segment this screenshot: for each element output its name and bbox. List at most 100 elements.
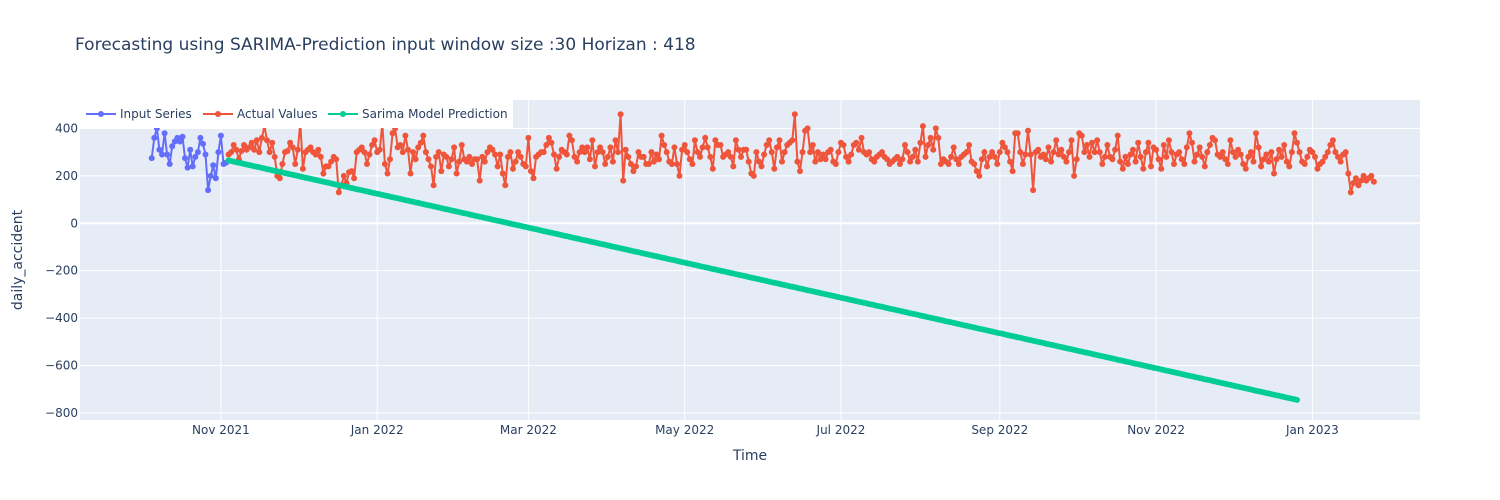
data-point [1089,139,1095,146]
data-point [1360,172,1367,179]
data-point [1337,158,1344,165]
data-point [902,142,908,148]
data-point [328,158,335,165]
data-point [315,146,322,153]
data-point [1329,137,1336,144]
data-point [1063,158,1070,165]
data-point [1078,132,1085,139]
data-point [484,149,491,156]
data-point [312,151,319,158]
data-point [1222,156,1229,163]
data-point [1142,149,1149,156]
data-point [200,140,206,147]
data-point [704,144,711,151]
data-point [730,163,737,170]
data-point [953,156,960,163]
data-point [1030,187,1037,194]
data-point [768,149,775,156]
data-point [207,172,214,179]
legend-label-sarima-prediction: Sarima Model Prediction [362,107,508,121]
data-point [264,137,270,144]
data-point [1355,182,1362,189]
data-point [492,151,499,158]
data-point [1060,153,1067,160]
data-point [1276,146,1283,153]
data-point [1114,132,1121,139]
data-point [1130,146,1136,153]
data-point [879,149,885,156]
data-point [966,142,973,148]
data-point [1153,146,1160,153]
data-point [773,144,780,151]
y-tick-label: −600 [45,358,78,372]
data-point [530,175,537,182]
legend-item-sarima-prediction[interactable]: Sarima Model Prediction [328,107,508,121]
data-point [284,148,291,154]
data-point [597,144,604,151]
data-point [976,172,983,179]
data-point [791,111,798,118]
data-point [699,144,706,151]
data-point [1104,142,1111,148]
data-point [986,153,993,160]
data-point [1260,156,1267,163]
data-point [476,177,483,184]
data-point [884,156,891,163]
data-point [712,137,719,144]
series-layer [148,111,1377,403]
data-point [548,139,555,146]
data-point [317,153,324,160]
data-point [197,134,204,141]
data-point [502,182,509,189]
data-point [717,142,724,148]
data-point [999,139,1006,146]
x-tick-label: Jan 2023 [1285,423,1339,437]
data-point [420,132,427,139]
data-point [589,137,596,144]
data-point [1119,165,1126,172]
legend-item-actual-values[interactable]: Actual Values [203,107,318,121]
data-point [671,144,678,151]
data-point [1004,149,1011,156]
data-point [1250,158,1257,165]
data-point [689,161,696,167]
data-point [384,170,391,177]
data-point [515,149,522,156]
data-point [745,158,752,165]
data-point [430,182,437,189]
data-point [364,161,370,167]
data-point [809,142,816,148]
data-point [1219,149,1226,156]
data-point [553,165,560,172]
data-point [1086,153,1093,160]
data-point [1019,161,1026,167]
data-point [551,151,557,158]
data-point [445,163,452,170]
data-point [989,149,996,156]
data-point [166,161,173,167]
legend-item-input-series[interactable]: Input Series [86,107,192,121]
data-point [843,153,850,160]
data-point [725,149,732,156]
data-point [428,163,434,170]
data-point [504,153,511,160]
data-point [369,142,376,148]
data-point [1066,149,1072,156]
data-point [448,156,455,163]
data-point [351,175,358,182]
data-point [848,151,855,158]
data-point [1350,180,1357,186]
data-point [1286,163,1293,170]
data-point [1058,146,1065,153]
data-point [576,149,583,156]
data-point [1258,163,1265,170]
data-point [410,149,417,156]
data-point [1342,149,1349,156]
data-point [1158,165,1165,172]
data-point [707,153,714,160]
data-point [697,153,703,160]
data-point [433,153,440,160]
data-point [307,144,314,151]
data-point [978,156,985,163]
